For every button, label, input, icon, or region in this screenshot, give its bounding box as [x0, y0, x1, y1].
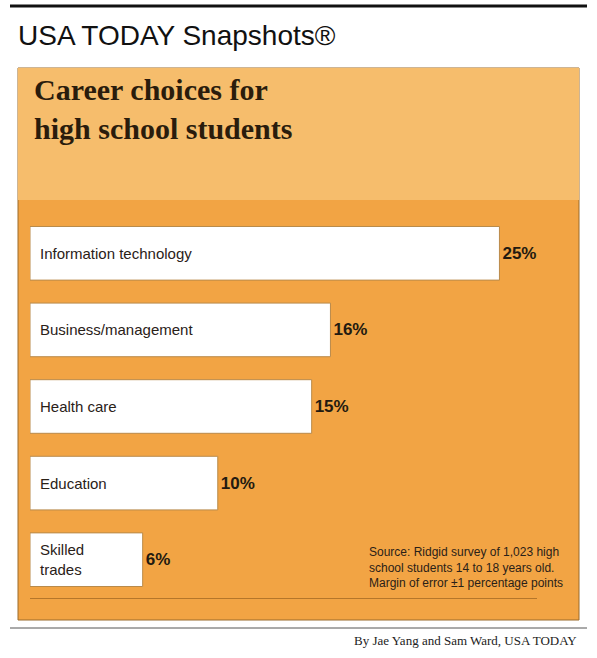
- svg-text:Career choices forhigh school: Career choices forhigh school students: [34, 73, 292, 145]
- svg-text:Business/management: Business/management: [40, 321, 193, 338]
- svg-text:10%: 10%: [221, 474, 255, 493]
- svg-text:By Jae Yang and Sam Ward, USA: By Jae Yang and Sam Ward, USA TODAY: [354, 633, 577, 648]
- svg-text:USA TODAY Snapshots®: USA TODAY Snapshots®: [18, 20, 336, 51]
- svg-text:Information technology: Information technology: [40, 245, 192, 262]
- svg-text:15%: 15%: [315, 397, 349, 416]
- svg-text:16%: 16%: [333, 320, 367, 339]
- svg-text:Source: Ridgid survey of 1,023: Source: Ridgid survey of 1,023 highschoo…: [369, 545, 563, 590]
- svg-text:25%: 25%: [502, 244, 536, 263]
- svg-text:Education: Education: [40, 475, 107, 492]
- svg-text:6%: 6%: [146, 550, 171, 569]
- svg-text:Health care: Health care: [40, 398, 117, 415]
- svg-text:Skilledtrades: Skilledtrades: [40, 541, 84, 578]
